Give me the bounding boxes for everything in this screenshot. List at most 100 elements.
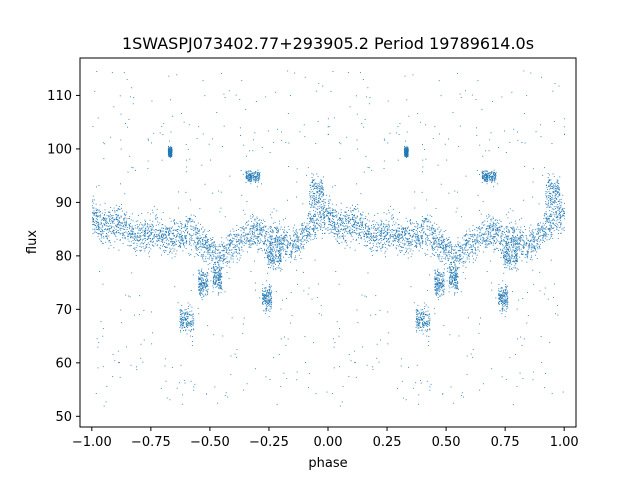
data-point [400,365,402,367]
data-point [162,237,163,239]
data-point [97,225,99,226]
data-point [308,231,310,233]
data-point [536,246,538,248]
data-point [521,344,523,346]
data-point [332,338,334,340]
data-point [520,336,522,338]
data-point [411,253,413,255]
data-point [403,227,405,229]
data-point [339,243,340,244]
data-point [418,240,419,242]
data-point [282,299,283,301]
data-point [269,242,271,243]
data-point [270,236,272,238]
data-point [223,247,225,249]
data-point [383,223,385,225]
data-point [547,298,549,300]
data-point [181,239,183,240]
data-point [342,223,343,225]
data-point [199,246,201,248]
data-point [138,214,139,216]
data-point [504,130,505,132]
data-point [204,229,206,231]
data-point [151,229,152,231]
data-point [245,226,247,228]
data-point [151,238,153,239]
data-point [175,222,177,224]
data-point [139,224,140,226]
data-point [306,236,308,238]
data-point [333,346,335,348]
data-point [500,257,502,258]
data-point [267,237,269,239]
data-point [179,382,180,384]
data-point [293,240,295,242]
data-point [500,249,502,251]
data-point [217,256,219,258]
data-point [429,214,431,216]
data-point [169,229,171,231]
data-point [527,246,529,248]
data-point [261,231,263,233]
data-point [132,236,134,238]
data-point [119,239,121,240]
data-point [256,224,258,226]
data-point [253,241,255,242]
data-point [263,229,265,231]
data-point [543,235,545,237]
data-point [96,71,98,72]
data-point [208,239,210,240]
data-point [261,250,263,251]
data-point [260,230,261,232]
data-point [426,235,428,236]
data-point [378,246,380,248]
data-point [205,256,207,258]
data-point [124,229,126,230]
data-point [543,228,545,230]
data-point [197,228,199,229]
data-point [335,211,337,213]
data-point [562,214,564,216]
data-point [245,242,247,244]
data-point [207,250,208,252]
data-point [149,241,151,243]
data-point [252,225,253,227]
data-point [363,171,365,173]
data-point [321,225,323,227]
data-point [252,233,253,234]
data-point [98,229,100,231]
data-point [139,236,141,238]
data-point [531,243,533,245]
data-point [175,253,177,255]
data-point [344,215,346,217]
data-point [470,236,472,238]
data-point [530,246,532,248]
data-point [248,220,250,222]
data-point [94,212,96,214]
data-point [412,74,414,76]
data-point [176,229,178,231]
data-point [556,227,558,228]
data-point [218,190,220,192]
data-point [168,229,170,231]
data-point [290,253,292,255]
data-point [280,242,282,244]
data-point [557,208,559,210]
data-point [253,228,255,230]
data-point [446,247,448,249]
data-point [243,245,245,246]
data-point [431,224,433,226]
data-point [505,379,507,380]
data-point [92,228,94,230]
data-point [415,244,417,246]
data-point [297,241,299,243]
data-point [296,249,298,251]
data-point [513,128,515,130]
data-point [507,239,509,241]
data-point [355,218,357,219]
data-point [106,386,108,387]
data-point [99,204,101,206]
data-point [165,250,167,252]
data-point [418,237,419,239]
data-point [462,249,464,251]
